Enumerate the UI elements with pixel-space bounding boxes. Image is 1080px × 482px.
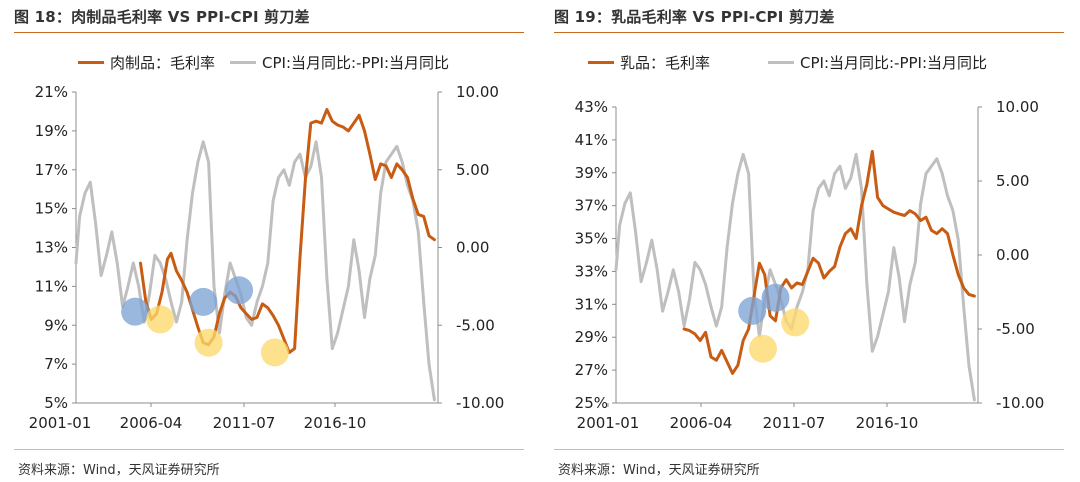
left-axis-tick-label: 41%	[575, 131, 608, 149]
legend-label-primary: 肉制品：毛利率	[110, 54, 216, 72]
left-axis-tick-label: 15%	[35, 200, 68, 218]
highlight-circle-blue	[738, 296, 767, 325]
series-line-primary	[139, 108, 436, 354]
left-axis-tick-label: 19%	[35, 122, 68, 140]
right-axis-tick-label: 0.00	[456, 239, 489, 257]
x-axis-tick-label: 2016-10	[304, 414, 367, 432]
legend-swatch-secondary	[230, 61, 256, 64]
legend-swatch-primary	[588, 61, 614, 64]
highlight-circle-blue	[121, 297, 150, 326]
x-axis-tick-label: 2006-04	[120, 414, 183, 432]
left-axis-tick-label: 25%	[575, 394, 608, 412]
x-axis-tick-label: 2006-04	[670, 414, 733, 432]
legend-swatch-primary	[78, 61, 104, 64]
title-divider	[14, 32, 524, 33]
chart-plot-dairy: 43% 41% 39% 37% 35% 33% 31% 29% 27% 25% 10.00 5.00 0…	[575, 98, 1045, 432]
right-axis-tick-label: 0.00	[996, 246, 1029, 264]
footer-divider	[554, 449, 1064, 450]
legend-label-primary: 乳品：毛利率	[620, 54, 711, 72]
left-axis-tick-label: 17%	[35, 161, 68, 179]
left-axis-tick-label: 39%	[575, 164, 608, 182]
left-axis-tick-label: 21%	[35, 83, 68, 101]
right-axis-tick-label: 5.00	[456, 161, 489, 179]
left-axis-tick-label: 27%	[575, 361, 608, 379]
x-axis-tick-label: 2016-10	[856, 414, 919, 432]
chart-panel-meat: 图 18：肉制品毛利率 VS PPI-CPI 剪刀差 肉制品：毛利率 CPI:当…	[14, 8, 524, 478]
highlight-circle-yellow	[194, 328, 223, 357]
chart-panel-dairy: 图 19：乳品毛利率 VS PPI-CPI 剪刀差 乳品：毛利率 CPI:当月同…	[540, 0, 1080, 482]
left-axis-tick-label: 9%	[44, 316, 68, 334]
highlight-circle-yellow	[260, 338, 289, 367]
left-axis-tick-label: 43%	[575, 98, 608, 116]
x-axis-tick-label: 2011-07	[213, 414, 276, 432]
series-line-primary	[682, 149, 976, 375]
left-axis-tick-label: 33%	[575, 262, 608, 280]
footer-divider	[14, 449, 524, 450]
x-axis-tick-label: 2001-01	[577, 414, 640, 432]
left-axis-tick-label: 31%	[575, 295, 608, 313]
title-divider	[554, 32, 1064, 33]
chart-plot-meat: 21% 19% 17% 15% 13% 11% 9% 7% 5% 10.00 5.00 0.00 -5.…	[29, 83, 505, 432]
highlight-circle-blue	[761, 283, 790, 312]
left-axis-tick-label: 11%	[35, 277, 68, 295]
source-note: 资料来源：Wind，天风证券研究所	[558, 463, 760, 478]
left-axis-tick-label: 13%	[35, 239, 68, 257]
highlight-circle-yellow	[146, 305, 175, 334]
left-axis-tick-label: 29%	[575, 328, 608, 346]
legend-swatch-secondary	[768, 61, 794, 64]
right-axis-tick-label: -5.00	[456, 316, 495, 334]
highlight-circle-yellow	[781, 308, 810, 337]
right-axis-tick-label: 10.00	[456, 83, 499, 101]
right-axis-tick-label: -5.00	[996, 320, 1035, 338]
series-line-secondary	[614, 152, 976, 402]
legend-label-secondary: CPI:当月同比:-PPI:当月同比	[262, 54, 450, 72]
right-axis-tick-label: -10.00	[456, 394, 504, 412]
highlight-circle-yellow	[748, 334, 777, 363]
right-axis-tick-label: 10.00	[996, 98, 1039, 116]
chart-title: 图 19：乳品毛利率 VS PPI-CPI 剪刀差	[554, 8, 835, 26]
left-axis-tick-label: 37%	[575, 197, 608, 215]
left-axis-tick-label: 7%	[44, 355, 68, 373]
chart-title: 图 18：肉制品毛利率 VS PPI-CPI 剪刀差	[14, 8, 310, 26]
highlight-circle-blue	[189, 287, 218, 316]
source-note: 资料来源：Wind，天风证券研究所	[18, 463, 220, 478]
highlight-circle-blue	[225, 276, 254, 305]
series-line-secondary	[74, 140, 436, 402]
left-axis-tick-label: 5%	[44, 394, 68, 412]
x-axis-tick-label: 2001-01	[29, 414, 92, 432]
right-axis-tick-label: -10.00	[996, 394, 1044, 412]
left-axis-tick-label: 35%	[575, 230, 608, 248]
legend-label-secondary: CPI:当月同比:-PPI:当月同比	[800, 54, 988, 72]
right-axis-tick-label: 5.00	[996, 172, 1029, 190]
x-axis-tick-label: 2011-07	[763, 414, 826, 432]
